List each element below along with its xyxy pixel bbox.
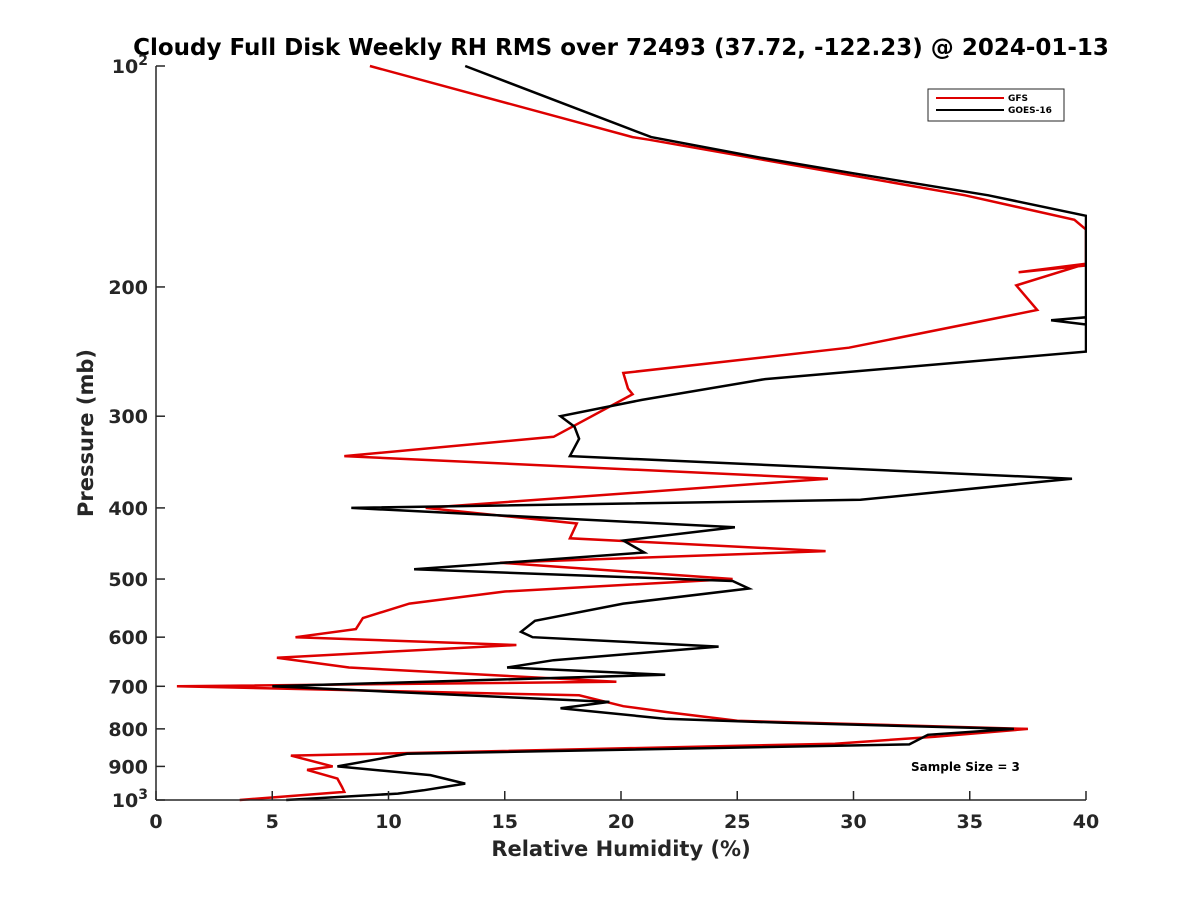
y-tick-label: 400 bbox=[108, 498, 148, 520]
legend-label-gfs: GFS bbox=[1008, 94, 1028, 104]
y-axis-label: Pressure (mb) bbox=[74, 349, 98, 517]
series-layer bbox=[176, 64, 1087, 802]
y-tick-label: 200 bbox=[108, 277, 148, 299]
x-tick-label: 5 bbox=[266, 811, 279, 833]
y-tick-label: 900 bbox=[108, 756, 148, 778]
series-line-goes16 bbox=[272, 64, 1087, 802]
y-tick-label: 800 bbox=[108, 719, 148, 741]
sample-size-annotation: Sample Size = 3 bbox=[911, 760, 1020, 774]
y-tick-label: 500 bbox=[108, 569, 148, 591]
x-tick-label: 20 bbox=[608, 811, 634, 833]
y-tick-label: 700 bbox=[108, 676, 148, 698]
x-tick-label: 10 bbox=[375, 811, 401, 833]
plot-area bbox=[155, 64, 1087, 802]
x-ticks: 0 5 10 15 20 25 30 35 40 bbox=[149, 791, 1099, 833]
x-tick-label: 40 bbox=[1073, 811, 1099, 833]
chart-title: Cloudy Full Disk Weekly RH RMS over 7249… bbox=[133, 35, 1109, 61]
x-tick-label: 0 bbox=[149, 811, 162, 833]
y-tick-label: 600 bbox=[108, 627, 148, 649]
x-axis-label: Relative Humidity (%) bbox=[491, 837, 750, 861]
series-line-gfs bbox=[176, 64, 1087, 802]
x-tick-label: 15 bbox=[492, 811, 518, 833]
y-tick-label: 300 bbox=[108, 406, 148, 428]
x-tick-label: 30 bbox=[840, 811, 866, 833]
legend: GFS GOES-16 bbox=[927, 88, 1065, 122]
x-tick-label: 25 bbox=[724, 811, 750, 833]
x-tick-label: 35 bbox=[957, 811, 983, 833]
legend-box bbox=[927, 88, 1065, 122]
legend-label-goes16: GOES-16 bbox=[1008, 106, 1052, 116]
